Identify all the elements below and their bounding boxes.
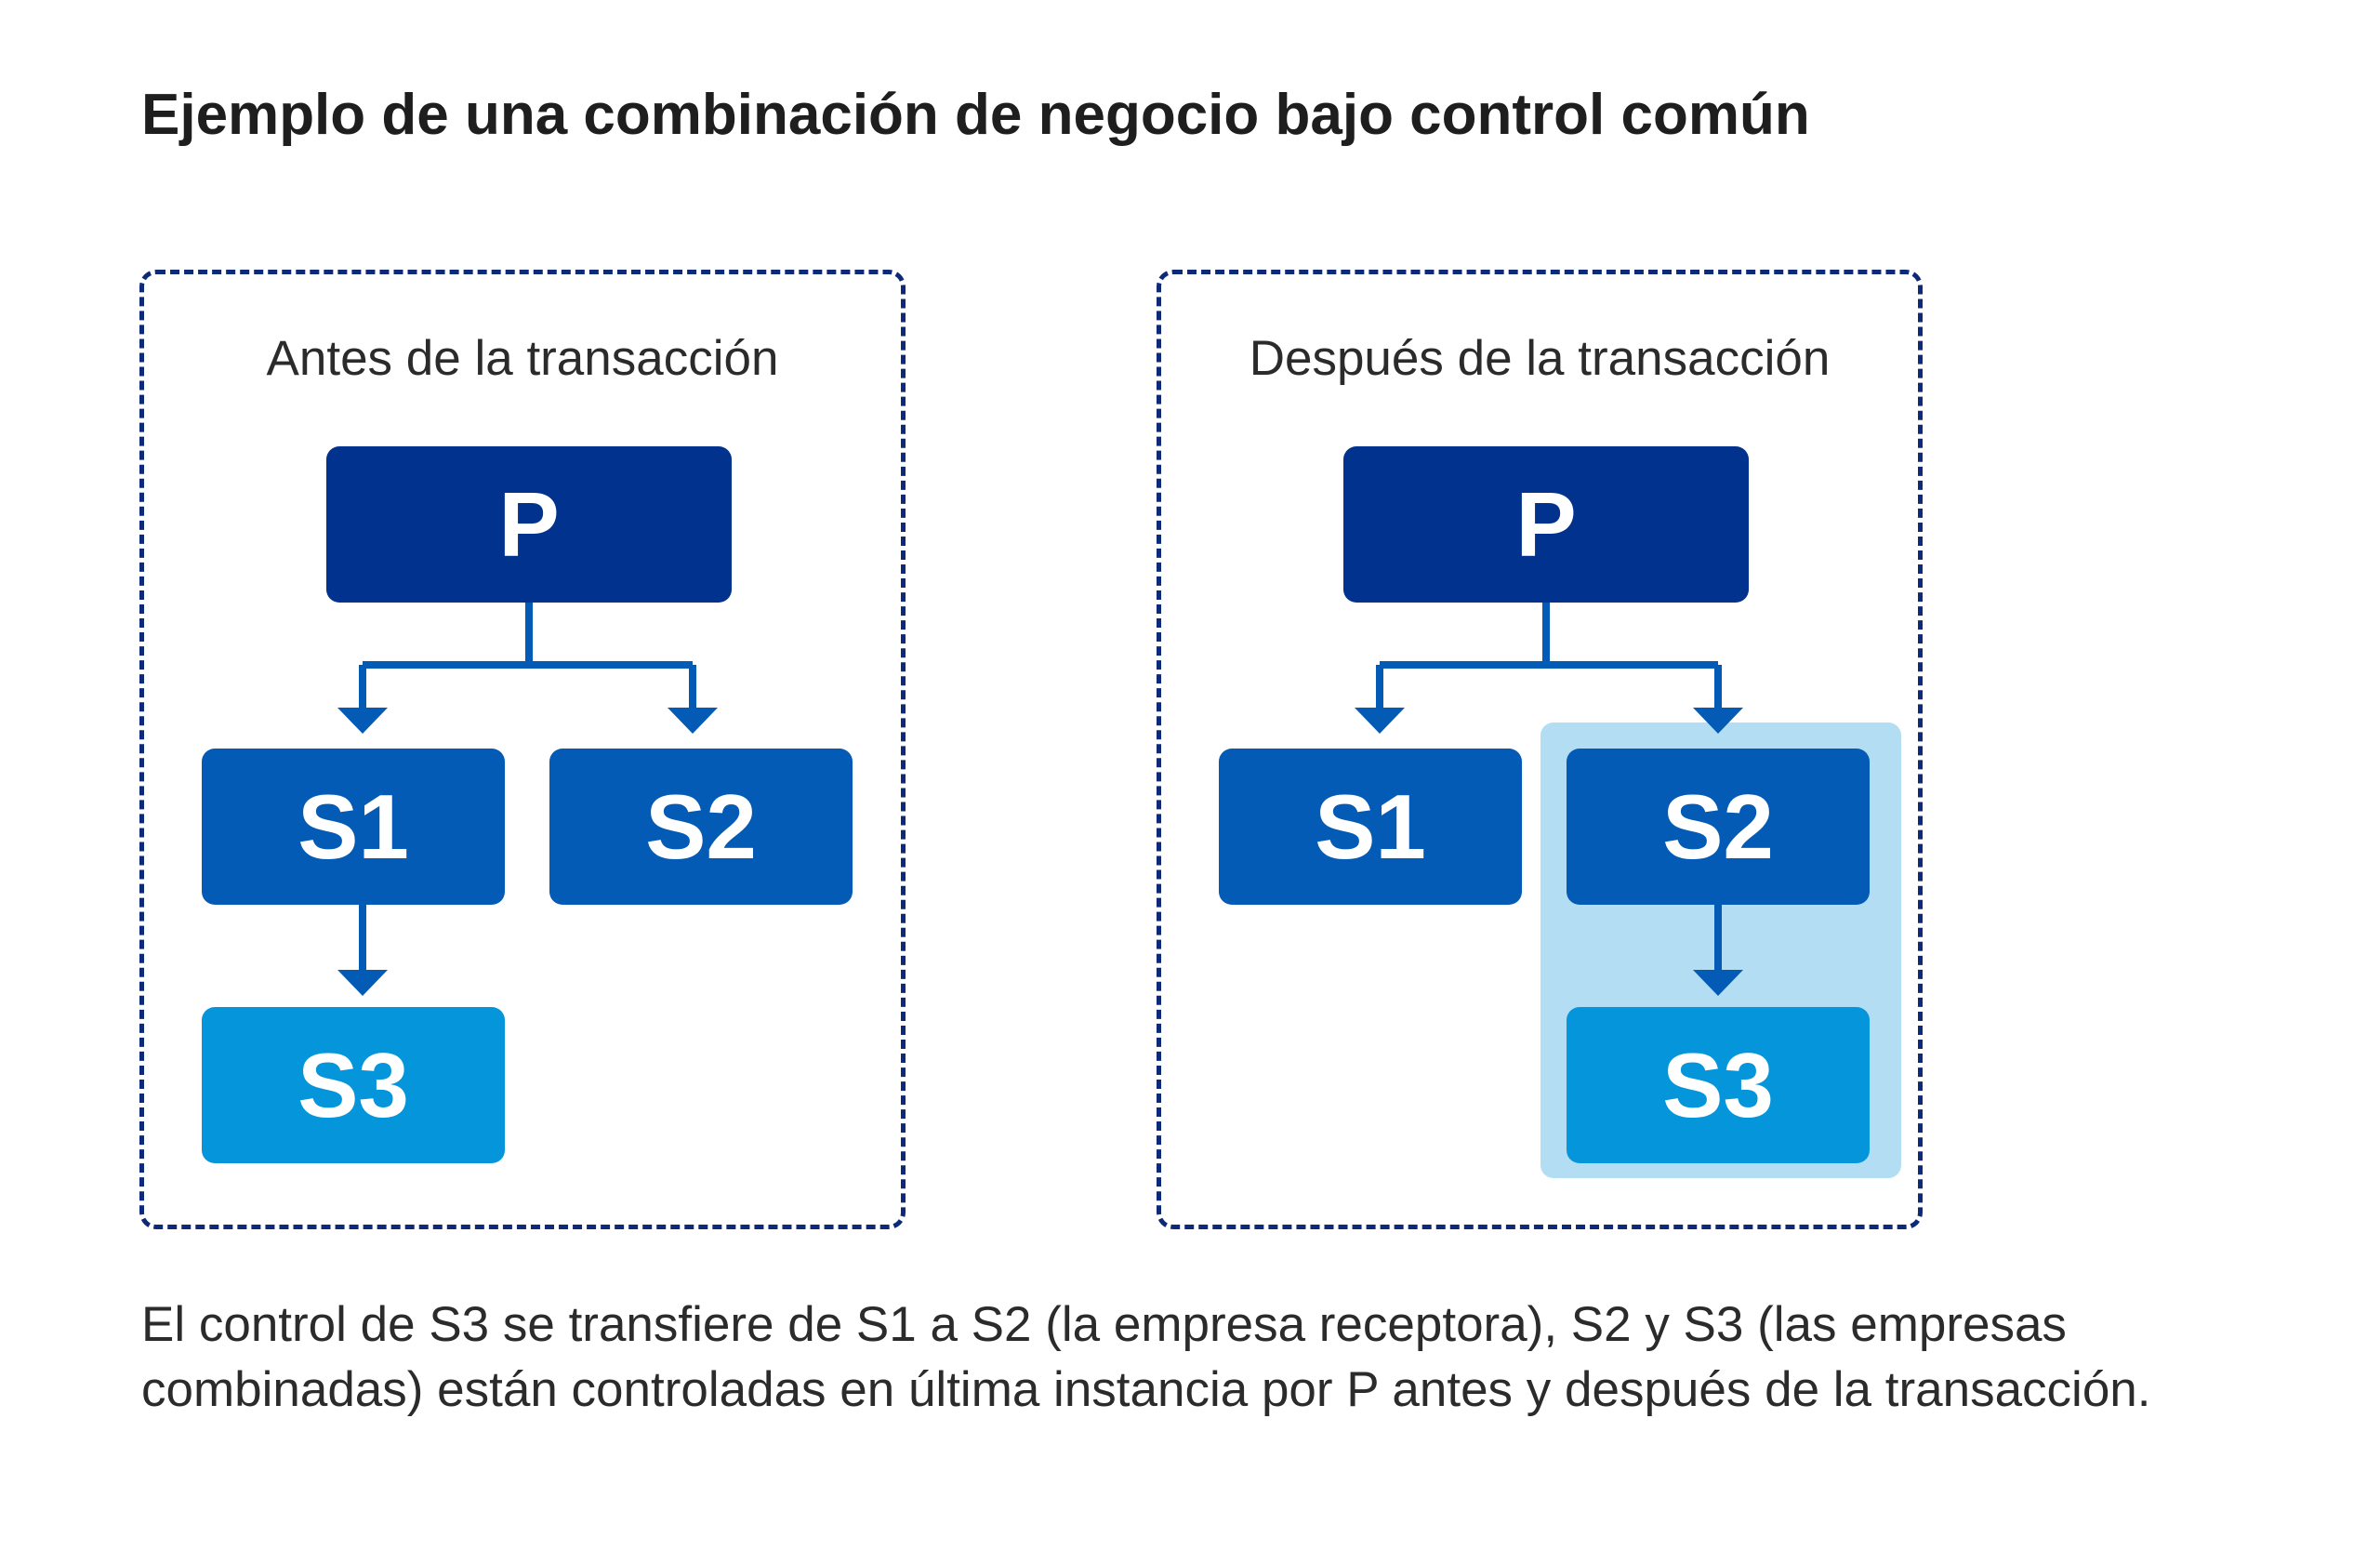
after-arrowhead-s3: [1693, 970, 1743, 996]
before-node-s3: S3: [202, 1007, 505, 1163]
before-arrowhead-s2: [668, 708, 718, 734]
after-arrowhead-s2: [1693, 708, 1743, 734]
caption-text: El control de S3 se transfiere de S1 a S…: [141, 1297, 2151, 1417]
before-connectors: [337, 603, 718, 996]
before-node-s2: S2: [549, 749, 853, 905]
before-connector-p-to-s1-s2: [359, 603, 696, 974]
before-arrowhead-s3: [337, 970, 388, 996]
after-node-p: P: [1343, 446, 1749, 603]
before-node-s1: S1: [202, 749, 505, 905]
after-arrowhead-s1: [1355, 708, 1405, 734]
after-connectors: [1355, 603, 1743, 996]
before-node-p: P: [326, 446, 732, 603]
after-transaction-panel: Después de la transacción P S1 S2 S3: [1157, 270, 1923, 1229]
before-arrowhead-s1: [337, 708, 388, 734]
before-transaction-panel: Antes de la transacción P S1 S2 S3: [139, 270, 906, 1229]
page-title: Ejemplo de una combinación de negocio ba…: [141, 83, 1810, 147]
after-panel-heading: Después de la transacción: [1249, 331, 1831, 386]
after-node-s3: S3: [1567, 1007, 1870, 1163]
after-node-s2: S2: [1567, 749, 1870, 905]
after-node-s1: S1: [1219, 749, 1522, 905]
before-panel-heading: Antes de la transacción: [266, 331, 779, 386]
